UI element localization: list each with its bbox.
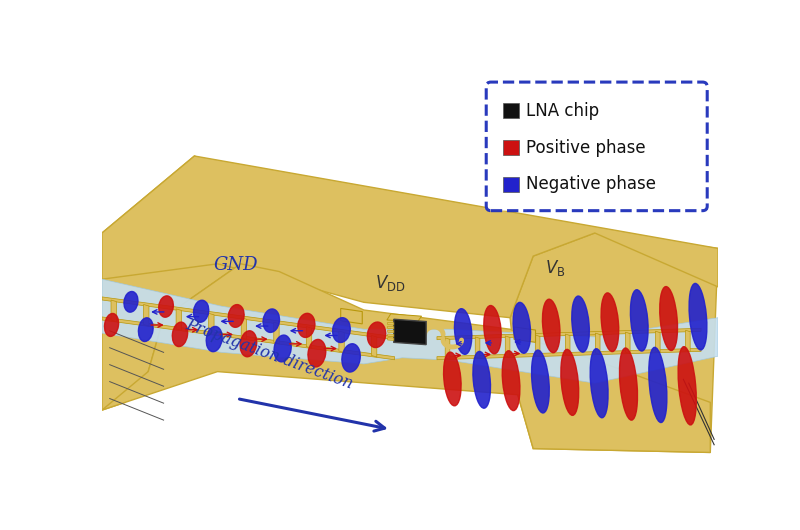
Polygon shape [388, 338, 394, 340]
Polygon shape [102, 279, 718, 383]
Polygon shape [102, 156, 279, 410]
Text: $V_\mathrm{DD}$: $V_\mathrm{DD}$ [375, 273, 406, 294]
Polygon shape [111, 300, 116, 322]
Ellipse shape [274, 335, 291, 362]
Ellipse shape [630, 290, 648, 351]
Polygon shape [339, 331, 344, 352]
Ellipse shape [484, 305, 501, 354]
Polygon shape [655, 331, 660, 353]
Polygon shape [510, 233, 718, 453]
Ellipse shape [367, 322, 386, 348]
Polygon shape [242, 318, 246, 339]
Polygon shape [437, 328, 701, 340]
Ellipse shape [194, 300, 209, 322]
Polygon shape [535, 335, 540, 357]
Polygon shape [437, 348, 701, 360]
Ellipse shape [206, 326, 222, 352]
Polygon shape [274, 322, 279, 344]
Polygon shape [102, 297, 394, 340]
Polygon shape [388, 322, 394, 325]
Ellipse shape [561, 349, 578, 416]
Text: Positive phase: Positive phase [526, 138, 646, 156]
Ellipse shape [443, 352, 461, 406]
Polygon shape [626, 332, 630, 354]
Text: Negative phase: Negative phase [526, 175, 656, 193]
Polygon shape [306, 326, 312, 348]
Ellipse shape [601, 293, 618, 351]
Polygon shape [686, 330, 690, 352]
Ellipse shape [542, 299, 560, 352]
Polygon shape [176, 309, 182, 330]
Polygon shape [102, 264, 710, 453]
Ellipse shape [228, 305, 244, 328]
Bar [503, 177, 518, 192]
Text: $V_\mathrm{B}$: $V_\mathrm{B}$ [545, 258, 566, 278]
Polygon shape [209, 313, 214, 335]
Ellipse shape [678, 347, 696, 425]
Ellipse shape [105, 313, 118, 337]
Ellipse shape [572, 296, 590, 352]
Polygon shape [388, 330, 394, 333]
Ellipse shape [619, 348, 638, 420]
Ellipse shape [138, 318, 153, 341]
Polygon shape [143, 304, 149, 326]
Polygon shape [388, 326, 394, 329]
Polygon shape [514, 327, 535, 342]
Ellipse shape [473, 351, 490, 408]
Ellipse shape [333, 317, 350, 342]
Ellipse shape [240, 331, 257, 357]
Text: Propagation direction: Propagation direction [183, 316, 355, 393]
Polygon shape [387, 314, 422, 322]
Polygon shape [341, 308, 362, 324]
Ellipse shape [660, 287, 678, 350]
Polygon shape [102, 317, 394, 360]
Ellipse shape [342, 344, 360, 372]
Bar [503, 103, 518, 118]
Polygon shape [566, 334, 570, 356]
Ellipse shape [124, 292, 138, 312]
Polygon shape [595, 333, 600, 355]
Polygon shape [394, 319, 426, 344]
Ellipse shape [308, 339, 326, 367]
FancyBboxPatch shape [486, 82, 707, 210]
Polygon shape [475, 337, 480, 358]
Ellipse shape [689, 284, 707, 350]
Polygon shape [102, 156, 718, 317]
Ellipse shape [454, 308, 472, 355]
Ellipse shape [649, 347, 667, 422]
Ellipse shape [263, 309, 279, 332]
Ellipse shape [513, 302, 530, 353]
Ellipse shape [172, 322, 188, 347]
Polygon shape [371, 335, 377, 357]
Ellipse shape [502, 351, 520, 411]
Polygon shape [446, 338, 450, 359]
Text: GND: GND [214, 256, 258, 274]
Ellipse shape [531, 350, 550, 413]
Bar [503, 140, 518, 155]
Ellipse shape [158, 296, 174, 317]
Polygon shape [388, 334, 394, 337]
Ellipse shape [298, 313, 315, 338]
Polygon shape [506, 336, 510, 357]
Text: LNA chip: LNA chip [526, 102, 599, 120]
Ellipse shape [590, 349, 608, 418]
